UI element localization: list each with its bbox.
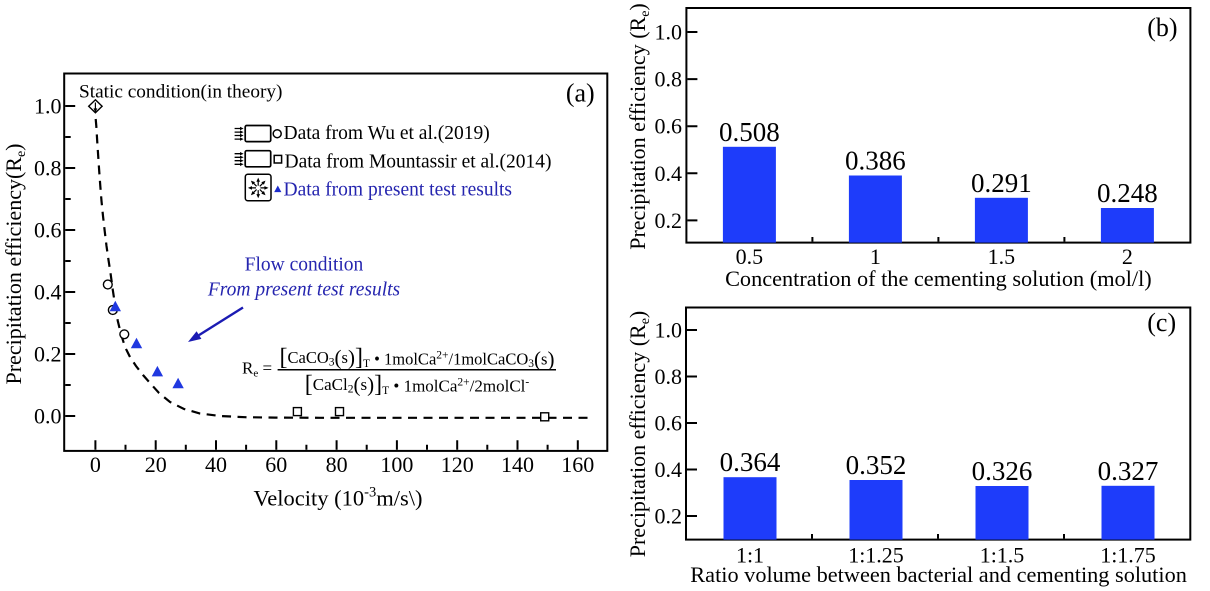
svg-text:1.0: 1.0 xyxy=(34,94,62,119)
svg-text:160: 160 xyxy=(561,452,594,477)
svg-text:0.5: 0.5 xyxy=(736,244,764,269)
svg-text:1:1.5: 1:1.5 xyxy=(980,543,1025,568)
svg-text:Static condition(in theory): Static condition(in theory) xyxy=(79,81,282,102)
svg-text:0.6: 0.6 xyxy=(655,411,683,436)
svg-text:Flow condition: Flow condition xyxy=(245,255,364,276)
svg-text:0.4: 0.4 xyxy=(655,457,683,482)
svg-text:120: 120 xyxy=(441,452,474,477)
svg-text:0.6: 0.6 xyxy=(655,114,683,139)
svg-text:1.0: 1.0 xyxy=(655,318,683,343)
svg-text:Precipitation efficiency(Re): Precipitation efficiency(Re) xyxy=(1,143,29,384)
svg-text:0.327: 0.327 xyxy=(1098,456,1159,486)
svg-text:From present test results: From present test results xyxy=(207,280,400,301)
svg-text:0.8: 0.8 xyxy=(34,156,62,181)
svg-text:Precipitation efficiency (Re): Precipitation efficiency (Re) xyxy=(625,3,653,250)
svg-text:0.352: 0.352 xyxy=(846,450,907,480)
svg-text:140: 140 xyxy=(501,452,534,477)
svg-text:1:1.75: 1:1.75 xyxy=(1100,543,1156,568)
svg-text:Data from Wu et al.(2019): Data from Wu et al.(2019) xyxy=(284,123,490,144)
svg-text:0.4: 0.4 xyxy=(34,280,62,305)
svg-text:Data from present test results: Data from present test results xyxy=(284,179,513,200)
svg-text:[CaCl2(s)]T • 1molCa2+/2molCl-: [CaCl2(s)]T • 1molCa2+/2molCl- xyxy=(305,372,530,398)
svg-text:Ratio volume between bacterial: Ratio volume between bacterial and cemen… xyxy=(690,562,1187,587)
svg-text:1: 1 xyxy=(870,244,881,269)
svg-text:1:1.25: 1:1.25 xyxy=(848,543,904,568)
svg-text:(b): (b) xyxy=(1147,13,1177,42)
svg-text:20: 20 xyxy=(145,452,167,477)
svg-text:0.4: 0.4 xyxy=(655,161,683,186)
svg-text:Concentration of the cementing: Concentration of the cementing solution … xyxy=(725,266,1152,291)
svg-text:0.6: 0.6 xyxy=(34,218,62,243)
svg-text:0.291: 0.291 xyxy=(971,168,1032,198)
svg-text:0.248: 0.248 xyxy=(1097,178,1158,208)
svg-text:0: 0 xyxy=(90,452,101,477)
svg-text:1:1: 1:1 xyxy=(736,543,764,568)
svg-text:1.0: 1.0 xyxy=(655,20,683,45)
svg-text:100: 100 xyxy=(380,452,413,477)
svg-text:0.8: 0.8 xyxy=(655,67,683,92)
svg-text:1.5: 1.5 xyxy=(988,244,1016,269)
svg-text:Precipitation efficiency (Re): Precipitation efficiency (Re) xyxy=(625,311,653,558)
svg-text:0.0: 0.0 xyxy=(34,404,62,429)
svg-text:0.2: 0.2 xyxy=(655,208,683,233)
svg-text:80: 80 xyxy=(326,452,348,477)
svg-text:0.508: 0.508 xyxy=(719,117,780,147)
svg-text:Velocity (10-3m/s\): Velocity (10-3m/s\) xyxy=(254,485,423,511)
svg-text:0.364: 0.364 xyxy=(720,447,781,477)
svg-text:2: 2 xyxy=(1122,244,1133,269)
svg-text:0.386: 0.386 xyxy=(845,146,906,176)
svg-text:40: 40 xyxy=(205,452,227,477)
svg-text:0.2: 0.2 xyxy=(655,504,683,529)
svg-text:Data from Mountassir et al.(20: Data from Mountassir et al.(2014) xyxy=(285,151,552,172)
svg-text:0.2: 0.2 xyxy=(34,342,62,367)
svg-text:0.8: 0.8 xyxy=(655,364,683,389)
svg-text:Re =: Re = xyxy=(242,359,272,380)
svg-text:(a): (a) xyxy=(566,79,595,108)
svg-text:(c): (c) xyxy=(1147,308,1176,337)
svg-text:0.326: 0.326 xyxy=(972,456,1033,486)
svg-text:[CaCO3(s)]T • 1molCa2+/1molCaC: [CaCO3(s)]T • 1molCa2+/1molCaCO3(s) xyxy=(280,345,555,372)
svg-text:60: 60 xyxy=(265,452,287,477)
